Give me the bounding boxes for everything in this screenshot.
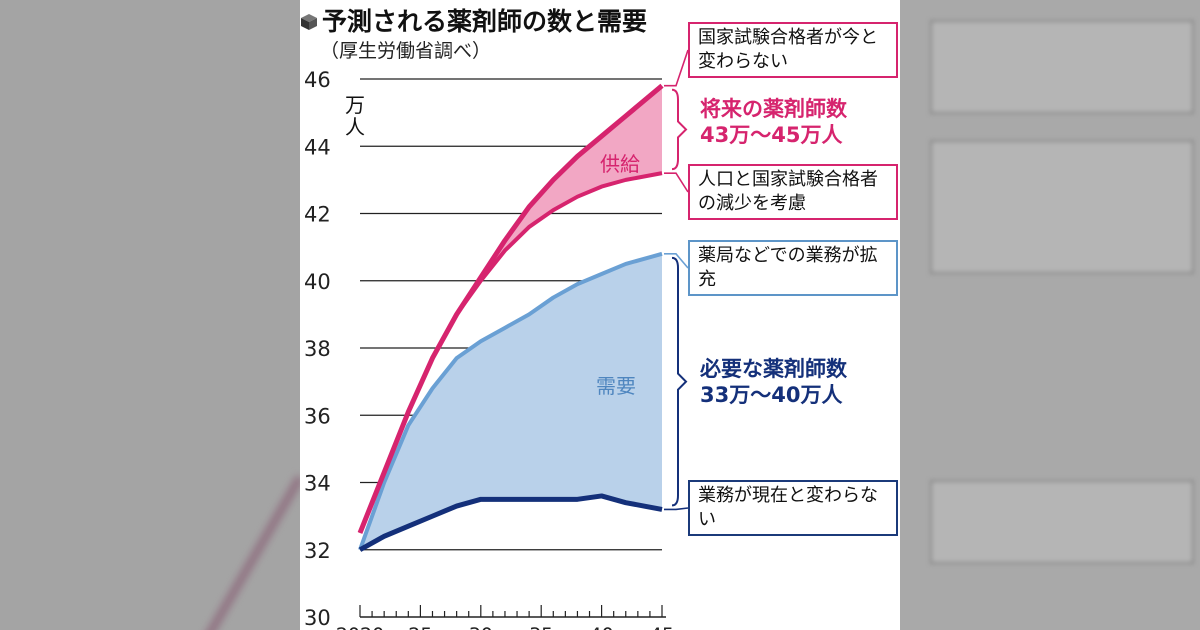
demand-area-label: 需要 — [596, 374, 636, 398]
cube-icon — [301, 14, 317, 30]
chart-lines — [357, 83, 664, 552]
demand-band — [360, 253, 662, 550]
chart-subtitle: （厚生労働省調べ） — [320, 40, 492, 62]
callout-braces — [671, 88, 688, 507]
callout-supply: 将来の薬剤師数 43万～45万人 — [700, 96, 847, 148]
x-tick-label: 25 — [408, 624, 432, 630]
background-right — [900, 0, 1200, 630]
callout-demand-line1: 必要な薬剤師数 — [700, 357, 847, 381]
x-tick-label: 40 — [590, 624, 614, 630]
background-left — [0, 0, 300, 630]
callout-demand-line2: 33万～40万人 — [700, 383, 843, 407]
callout-supply-line2: 43万～45万人 — [700, 123, 843, 147]
chart-title: 予測される薬剤師の数と需要 — [322, 7, 648, 36]
callout-demand: 必要な薬剤師数 33万～40万人 — [700, 356, 847, 408]
note-demand-high: 薬局などでの業務が拡充 — [688, 240, 898, 296]
leader-demand-low — [664, 507, 689, 511]
leader-supply-low — [664, 172, 689, 193]
y-tick-label: 40 — [304, 270, 331, 294]
background-blur-line — [196, 475, 300, 630]
y-tick-label: 34 — [304, 472, 331, 496]
background-blur-box — [930, 480, 1194, 564]
chart-panel: 予測される薬剤師の数と需要 （厚生労働省調べ） 30 32 34 36 38 40 42 44… — [300, 0, 900, 630]
supply-area-label: 供給 — [600, 152, 640, 176]
note-supply-high: 国家試験合格者が今と変わらない — [688, 22, 898, 78]
brace-demand — [671, 256, 688, 507]
x-tick-label: 30 — [469, 624, 493, 630]
y-tick-label: 30 — [304, 606, 331, 630]
brace-supply — [671, 88, 688, 171]
y-tick-label: 36 — [304, 404, 331, 428]
chart-axes: 30 32 34 36 38 40 42 44 46 2020 25 30 35 40 45 — [304, 68, 674, 630]
series-line-demand-high — [358, 251, 663, 551]
chart-areas — [360, 85, 662, 550]
leader-demand-high — [664, 253, 689, 269]
y-tick-label: 32 — [304, 539, 331, 563]
y-tick-label: 38 — [304, 337, 331, 361]
x-tick-label: 45 — [650, 624, 674, 630]
note-demand-low: 業務が現在と変わらない — [688, 480, 898, 536]
supply-band — [360, 85, 662, 533]
y-tick-label: 42 — [304, 203, 331, 227]
series-line-supply-high — [357, 83, 664, 534]
x-tick-label: 2020 — [336, 624, 384, 630]
background-blur-box — [930, 140, 1194, 274]
leader-supply-high — [664, 49, 689, 87]
chart-title-row: 予測される薬剤師の数と需要 — [300, 2, 647, 38]
series-line-demand-low — [358, 493, 663, 552]
chart-svg: 30 32 34 36 38 40 42 44 46 2020 25 30 35 40 45 — [304, 49, 689, 630]
x-tick-label: 35 — [529, 624, 553, 630]
note-leaders — [664, 49, 689, 511]
background-blur-box — [930, 20, 1194, 114]
note-supply-low: 人口と国家試験合格者の減少を考慮 — [688, 164, 898, 220]
y-tick-label: 44 — [304, 135, 331, 159]
y-axis-unit: 万人 — [345, 93, 365, 139]
y-tick-label: 46 — [304, 68, 331, 92]
callout-supply-line1: 将来の薬剤師数 — [700, 97, 847, 121]
